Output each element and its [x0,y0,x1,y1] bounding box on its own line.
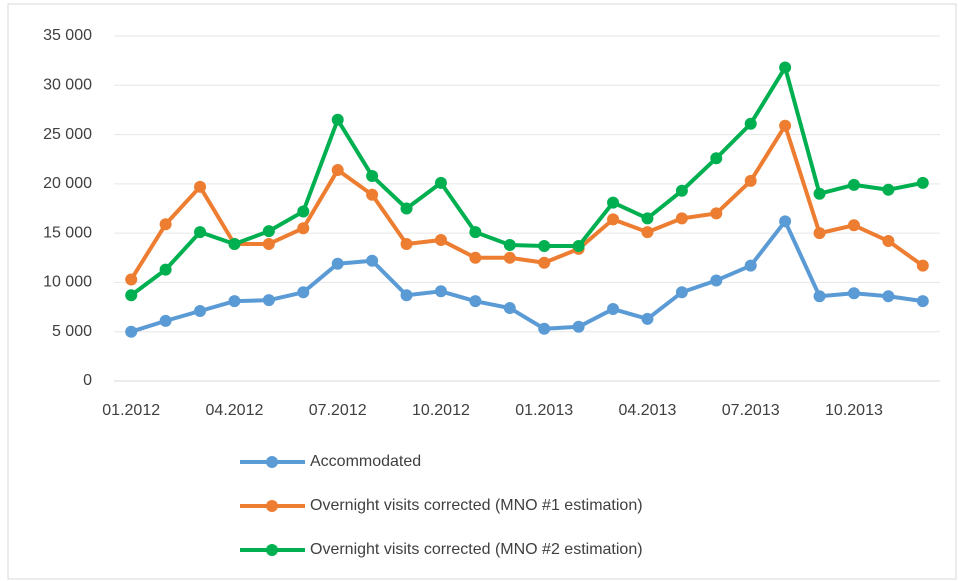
data-point [503,251,516,264]
data-point [607,196,620,209]
data-point [469,251,482,264]
data-point [228,237,241,250]
data-point [366,169,379,182]
data-point [331,257,344,270]
data-point [503,302,516,315]
y-tick-label: 5 000 [52,323,92,340]
data-point [125,325,138,338]
legend-marker [266,544,278,556]
data-point [847,287,860,300]
data-point [331,113,344,126]
data-point [675,212,688,225]
data-point [641,212,654,225]
y-tick-label: 35 000 [43,27,92,44]
data-point [538,256,551,269]
x-tick-label: 04.2012 [206,402,264,419]
data-point [538,322,551,335]
legend-label: Overnight visits corrected (MNO #1 estim… [310,497,643,514]
data-point [572,239,585,252]
data-point [882,183,895,196]
data-point [916,176,929,189]
chart-frame [7,3,957,580]
x-tick-label: 01.2013 [515,402,573,419]
data-point [744,259,757,272]
data-point [744,117,757,130]
y-tick-label: 30 000 [43,77,92,94]
legend-label: Accommodated [310,453,421,470]
y-tick-label: 20 000 [43,175,92,192]
data-point [675,286,688,299]
series-line [130,65,924,297]
data-point [847,178,860,191]
data-point [675,184,688,197]
data-point [159,263,172,276]
data-point [813,290,826,303]
data-point [262,237,275,250]
data-point [125,289,138,302]
data-point [125,273,138,286]
data-point [607,213,620,226]
y-tick-label: 10 000 [43,274,92,291]
data-point [882,290,895,303]
data-point [503,238,516,251]
data-point [813,187,826,200]
data-point [434,176,447,189]
data-point [469,226,482,239]
data-point [194,226,207,239]
x-tick-label: 04.2013 [619,402,677,419]
data-point [262,294,275,307]
x-tick-label: 07.2012 [309,402,367,419]
data-point [159,218,172,231]
data-point [744,174,757,187]
data-point [572,320,585,333]
data-point [469,295,482,308]
x-tick-label: 01.2012 [102,402,160,419]
data-point [779,119,792,132]
y-tick-label: 25 000 [43,126,92,143]
x-tick-label: 10.2013 [825,402,883,419]
data-point [710,152,723,165]
data-point [916,259,929,272]
data-point [297,286,310,299]
data-point [434,285,447,298]
data-point [538,239,551,252]
data-point [400,237,413,250]
data-point [331,164,344,177]
data-point [641,226,654,239]
x-tick-label: 10.2012 [412,402,470,419]
data-point [779,61,792,74]
legend-marker [266,500,278,512]
data-point [194,305,207,318]
data-point [297,222,310,235]
data-point [882,235,895,248]
data-point [297,205,310,218]
data-point [400,289,413,302]
data-point [641,312,654,325]
legend-marker [266,456,278,468]
legend-label: Overnight visits corrected (MNO #2 estim… [310,541,643,558]
data-point [779,215,792,228]
data-point [847,219,860,232]
data-point [262,225,275,238]
y-tick-label: 15 000 [43,224,92,241]
data-point [366,254,379,267]
data-point [159,314,172,327]
data-point [366,188,379,201]
data-point [228,295,241,308]
data-point [194,180,207,193]
data-point [710,207,723,220]
data-point [607,303,620,316]
data-point [916,295,929,308]
data-point [813,227,826,240]
data-point [710,274,723,287]
x-tick-label: 07.2013 [722,402,780,419]
data-point [400,202,413,215]
data-point [434,234,447,247]
y-tick-label: 0 [83,372,92,389]
